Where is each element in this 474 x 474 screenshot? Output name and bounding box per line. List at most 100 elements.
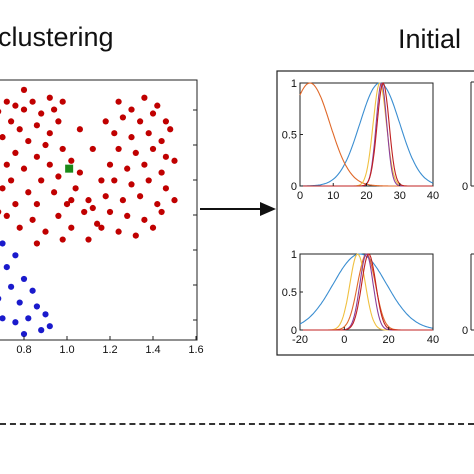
yellow-gaussian-curve: [300, 82, 433, 187]
red-cluster-point: [102, 193, 109, 200]
subplot-y-tick-label: 1: [291, 249, 297, 261]
red-cluster-point: [46, 161, 53, 168]
red-cluster-point: [72, 185, 79, 192]
red-cluster-point: [137, 118, 144, 125]
red-cluster-point: [76, 126, 83, 133]
red-cluster-point: [38, 177, 45, 184]
red-cluster-point: [145, 130, 152, 137]
red-cluster-point: [102, 118, 109, 125]
red-cluster-point: [12, 200, 19, 208]
red-cluster-point: [29, 216, 36, 223]
red-cluster-point: [132, 149, 139, 156]
blue-cluster-point: [12, 252, 19, 259]
red-cluster-point: [46, 94, 53, 101]
red-cluster-point: [124, 212, 131, 220]
red-cluster-point: [111, 177, 118, 184]
red-cluster-point: [3, 161, 10, 168]
red-cluster-point: [137, 193, 144, 200]
red-cluster-point: [20, 86, 28, 93]
red-cluster-point: [141, 161, 148, 168]
red-cluster-point: [33, 240, 41, 247]
red-cluster-point: [111, 130, 118, 137]
red-cluster-point: [162, 118, 169, 125]
red-cluster-point: [149, 224, 157, 231]
red-cluster-point: [119, 114, 126, 121]
partial-bottom-ytick: 0: [462, 325, 468, 337]
scatter-x-tick-label: 1.0: [59, 344, 74, 356]
subplot-y-tick-label: 0.5: [282, 287, 297, 299]
red-cluster-point: [141, 94, 148, 101]
red-cluster-point: [128, 106, 135, 113]
red-cluster-point: [0, 109, 2, 115]
red-cluster-point: [132, 232, 139, 239]
red-cluster-point: [115, 145, 122, 153]
red-cluster-point: [68, 197, 75, 204]
red-cluster-point: [128, 181, 135, 188]
scatter-x-tick-label: 1.4: [145, 344, 160, 356]
red-cluster-point: [16, 224, 23, 231]
partial-top-ytick: 0: [462, 181, 468, 193]
gaussian-subplot-top: 0 10 20 30 40 0 0.5 1: [282, 78, 439, 202]
red-cluster-point: [55, 173, 62, 180]
red-cluster-point: [46, 130, 53, 137]
subplot-y-tick-label: 0.5: [282, 130, 297, 142]
centroid-marker: [65, 164, 74, 173]
red-cluster-point: [94, 220, 101, 227]
red-cluster-point: [85, 236, 92, 243]
red-cluster-point: [42, 141, 49, 149]
red-cluster-point: [115, 228, 122, 235]
scatter-x-tick-label: 1.2: [102, 344, 117, 356]
subplot-y-tick-label: 1: [291, 78, 297, 90]
clustering-title: clustering: [0, 22, 114, 52]
red-cluster-point: [3, 98, 10, 105]
red-cluster-point: [85, 197, 92, 204]
red-gaussian-curve: [300, 253, 433, 331]
red-cluster-point: [33, 153, 41, 160]
red-cluster-point: [0, 209, 2, 215]
subplot-x-tick-label: -20: [292, 334, 308, 346]
blue-cluster-point: [20, 330, 28, 338]
scatter-y-ticks: [193, 109, 197, 321]
red-cluster-point: [115, 98, 122, 105]
red-cluster-point: [167, 126, 174, 133]
subplot-x-tick-label: 30: [394, 190, 406, 202]
red-cluster-point: [51, 106, 58, 113]
red-cluster-point: [106, 208, 114, 216]
blue-cluster-point: [7, 283, 15, 290]
red-cluster-point: [12, 102, 19, 109]
blue-cluster-point: [12, 319, 19, 326]
red-cluster-point: [68, 224, 75, 231]
red-cluster-point: [55, 212, 62, 220]
red-cluster-point: [149, 110, 157, 117]
blue-cluster-point: [29, 287, 36, 294]
blue-cluster-point: [25, 315, 32, 322]
red-cluster-point: [20, 165, 28, 172]
red-cluster-point: [89, 204, 96, 212]
red-cluster-point: [20, 106, 28, 113]
subplot-y-tick-label: 0: [291, 325, 297, 337]
blue-cluster-point: [0, 315, 6, 322]
blue-gaussian-curve: [300, 82, 434, 187]
subplot-y-tick-label: 0: [291, 181, 297, 193]
red-cluster-point: [68, 157, 75, 164]
red-cluster-point: [33, 122, 41, 129]
red-cluster-point: [158, 208, 165, 216]
red-cluster-point: [158, 137, 165, 145]
red-cluster-point: [42, 228, 49, 235]
blue-cluster-point: [42, 311, 49, 318]
blue-cluster-point: [33, 303, 41, 310]
subplot-x-tick-label: 40: [427, 334, 439, 346]
red-cluster-point: [81, 208, 88, 216]
red-cluster-point: [25, 189, 32, 196]
red-cluster-point: [59, 98, 66, 105]
red-cluster-point: [76, 169, 83, 176]
red-cluster-point: [63, 200, 71, 208]
red-cluster-point: [7, 118, 15, 125]
scatter-x-tick-labels: 0.8 1.0 1.2 1.4 1.6: [16, 336, 204, 356]
red-cluster-point: [171, 197, 178, 204]
scatter-x-tick-label: 1.6: [188, 344, 203, 356]
subplot-x-tick-label: 10: [327, 190, 339, 202]
red-cluster-point: [106, 161, 114, 168]
red-cluster-point: [29, 98, 36, 105]
